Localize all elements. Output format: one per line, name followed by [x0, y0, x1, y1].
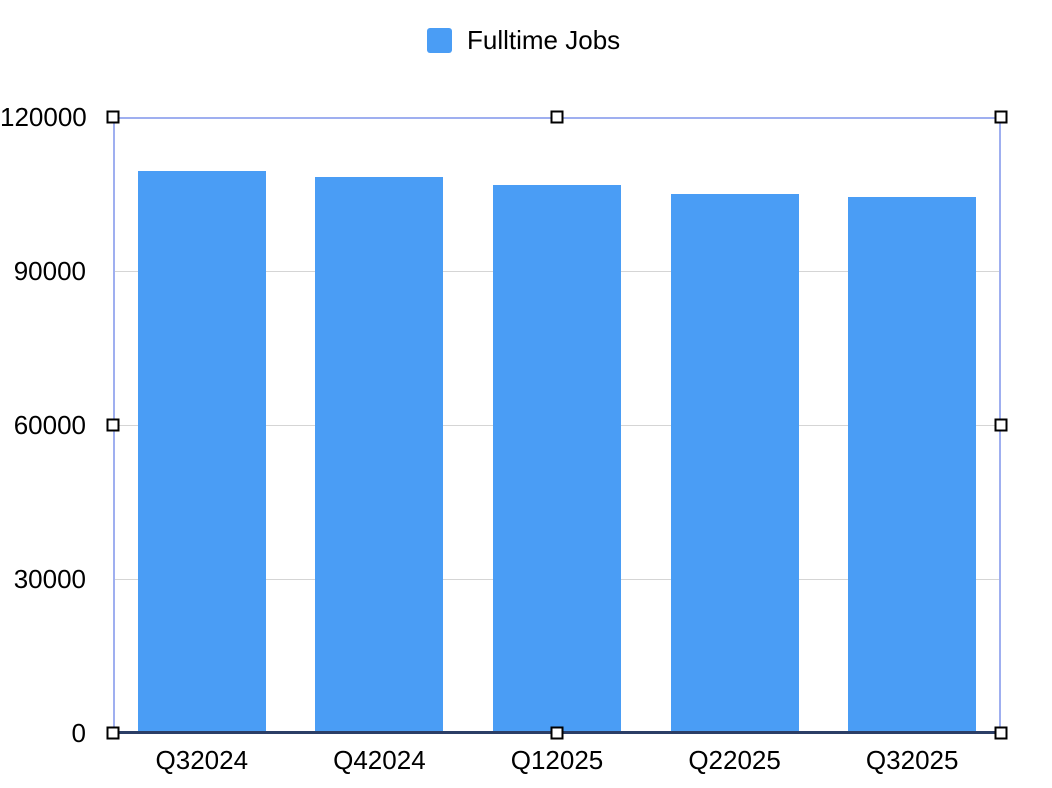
plot-area[interactable] [106, 110, 1008, 740]
y-tick-label: 60000 [13, 410, 86, 440]
y-tick-label: 120000 [0, 102, 87, 132]
y-tick-label: 0 [71, 718, 86, 748]
bar-Q32025[interactable] [848, 197, 977, 733]
legend-label: Fulltime Jobs [467, 25, 621, 55]
legend-color-swatch-icon [427, 28, 452, 53]
selection-handle-top-left[interactable] [106, 110, 120, 124]
selection-handle-bottom-left[interactable] [106, 726, 120, 740]
x-category-label: Q32025 [865, 745, 959, 775]
y-tick-label: 30000 [13, 564, 86, 594]
x-category-label: Q12025 [510, 745, 604, 775]
selection-handle-middle-right[interactable] [994, 418, 1008, 432]
selection-handle-bottom-right[interactable] [994, 726, 1008, 740]
selection-handle-top-right[interactable] [994, 110, 1008, 124]
bar-Q12025[interactable] [493, 184, 621, 733]
x-category-label: Q32024 [155, 745, 249, 775]
x-category-label: Q42024 [333, 745, 426, 775]
chart-legend[interactable]: Fulltime Jobs [427, 25, 621, 55]
selection-handle-bottom-center[interactable] [550, 726, 564, 740]
bar-Q42024[interactable] [315, 177, 444, 733]
y-tick-label: 90000 [13, 256, 86, 286]
x-category-label: Q22025 [688, 745, 781, 775]
bar-Q22025[interactable] [670, 194, 799, 733]
bar-Q32024[interactable] [137, 170, 266, 733]
selection-handle-top-center[interactable] [550, 110, 564, 124]
selection-handle-middle-left[interactable] [106, 418, 120, 432]
